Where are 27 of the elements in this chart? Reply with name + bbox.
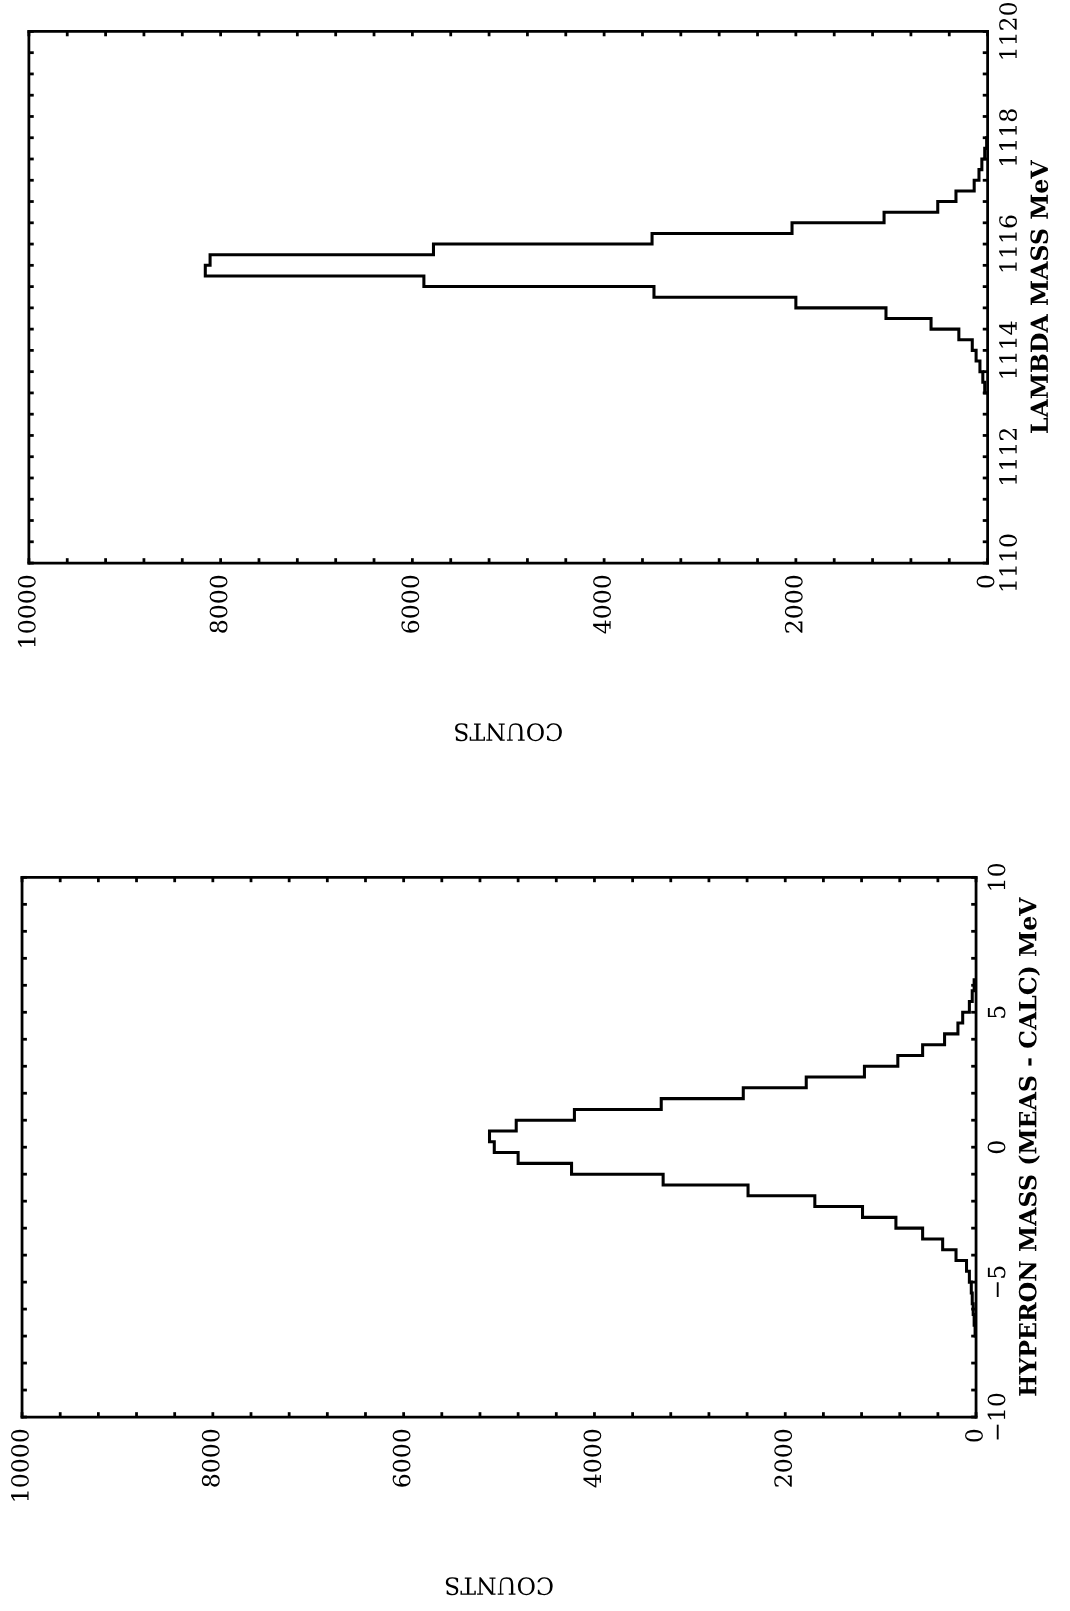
y-tick-label: −10 (987, 1393, 1006, 1440)
x-axis-title: COUNTS (455, 723, 562, 742)
y-tick-label: 10 (987, 863, 1006, 890)
y-tick-label: 5 (987, 1006, 1006, 1018)
y-tick-label: 1116 (999, 215, 1017, 272)
x-tick-label: 10000 (17, 575, 36, 647)
x-tick-label: 0 (965, 1429, 983, 1442)
x-tick-label: 8000 (209, 575, 228, 633)
x-tick-label: 2000 (774, 1429, 793, 1487)
y-tick-label: 1112 (999, 428, 1017, 484)
y-tick-label: 0 (987, 1141, 1006, 1154)
x-axis-title: COUNTS (445, 1577, 553, 1596)
y-tick-label: 1114 (999, 321, 1017, 378)
x-tick-label: 4000 (593, 575, 611, 634)
y-tick-label: 1110 (999, 534, 1017, 591)
y-axis-title: LAMBDA MASS MeV (1030, 160, 1049, 433)
x-tick-label: 6000 (392, 1429, 411, 1487)
x-tick-label: 10000 (11, 1429, 29, 1501)
y-tick-label: 1118 (999, 109, 1017, 165)
x-tick-label: 6000 (401, 575, 420, 633)
x-tick-label: 2000 (784, 575, 803, 633)
x-tick-label: 0 (976, 575, 995, 588)
y-tick-label: −5 (987, 1266, 1006, 1298)
y-tick-label: 1120 (999, 2, 1017, 59)
x-tick-label: 8000 (201, 1429, 220, 1487)
x-tick-label: 4000 (583, 1429, 602, 1488)
y-axis-title: HYPERON MASS (MEAS - CALC) MeV (1018, 897, 1040, 1396)
